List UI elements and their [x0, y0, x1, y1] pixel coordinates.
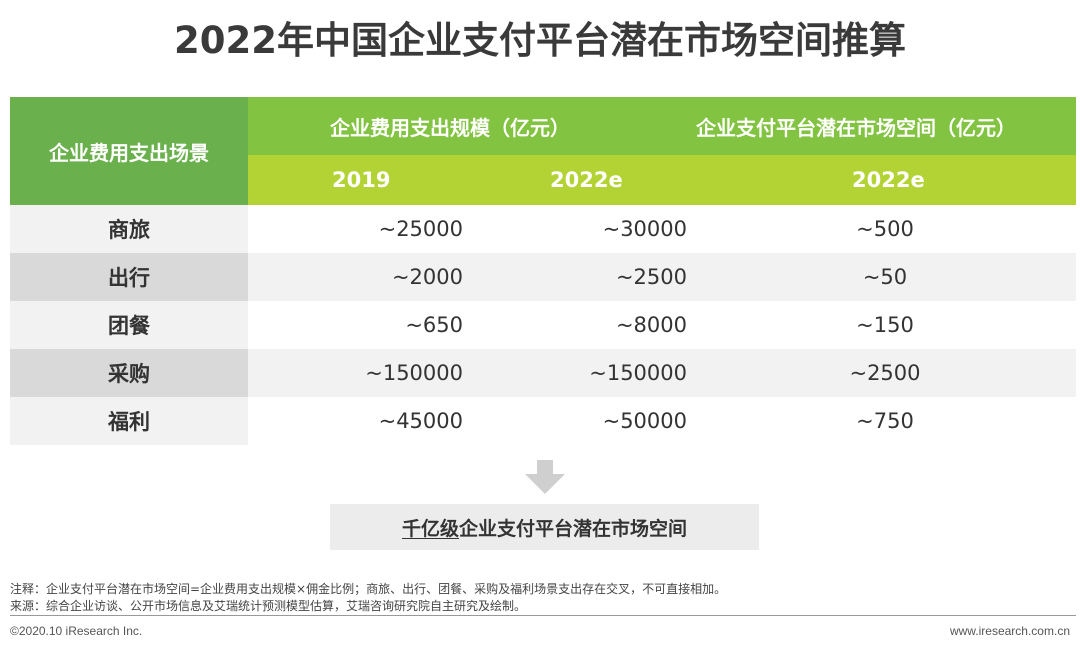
row-label: 商旅: [10, 205, 248, 253]
row-label: 出行: [10, 253, 248, 301]
group2-header: 企业支付平台潜在市场空间（亿元）: [696, 115, 1016, 140]
copyright-text: ©2020.10 iResearch Inc.: [10, 624, 143, 638]
conclusion-highlight: 千亿级: [401, 517, 459, 540]
table-row: 团餐 ~650 ~8000 ~150: [10, 301, 1076, 349]
value-market: ~750: [856, 409, 914, 433]
source-text: 来源：综合企业访谈、公开市场信息及艾瑞统计预测模型估算，艾瑞咨询研究院自主研究及…: [10, 599, 527, 613]
website-text: www.iresearch.com.cn: [949, 624, 1070, 638]
value-2019: ~650: [405, 313, 463, 337]
row-label: 团餐: [10, 301, 248, 349]
conclusion-text: 企业支付平台潜在市场空间: [459, 517, 688, 540]
sub-header-2019: 2019: [332, 168, 391, 192]
table-row: 采购 ~150000 ~150000 ~2500: [10, 349, 1076, 397]
sub-header-2022e-market: 2022e: [852, 168, 925, 192]
value-2022e: ~2500: [615, 265, 687, 289]
value-2019: ~150000: [365, 361, 463, 385]
table-row: 商旅 ~25000 ~30000 ~500: [10, 205, 1076, 253]
group1-header: 企业费用支出规模（亿元）: [330, 115, 570, 140]
conclusion-box: 千亿级 企业支付平台潜在市场空间: [330, 504, 759, 550]
row-label: 采购: [10, 349, 248, 397]
value-market: ~2500: [849, 361, 921, 385]
value-2019: ~25000: [378, 217, 463, 241]
value-2019: ~45000: [378, 409, 463, 433]
value-2019: ~2000: [391, 265, 463, 289]
value-market: ~150: [856, 313, 914, 337]
note-text: 注释：企业支付平台潜在市场空间=企业费用支出规模×佣金比例；商旅、出行、团餐、采…: [10, 582, 727, 596]
value-2022e: ~150000: [589, 361, 687, 385]
value-2022e: ~30000: [602, 217, 687, 241]
page-title: 2022年中国企业支付平台潜在市场空间推算: [174, 19, 906, 62]
row-header: 企业费用支出场景: [10, 97, 248, 205]
table-row: 福利 ~45000 ~50000 ~750: [10, 397, 1076, 445]
value-market: ~500: [856, 217, 914, 241]
sub-header-row: 2019 2022e 2022e: [248, 155, 1076, 205]
sub-header-2022e: 2022e: [550, 168, 623, 192]
group-header-row: 企业费用支出规模（亿元） 企业支付平台潜在市场空间（亿元）: [248, 97, 1076, 155]
value-2022e: ~8000: [615, 313, 687, 337]
value-market: ~50: [862, 265, 908, 289]
row-label: 福利: [10, 397, 248, 445]
table-row: 出行 ~2000 ~2500 ~50: [10, 253, 1076, 301]
footer-divider: [10, 615, 1076, 616]
down-arrow-icon: [525, 460, 565, 500]
value-2022e: ~50000: [602, 409, 687, 433]
